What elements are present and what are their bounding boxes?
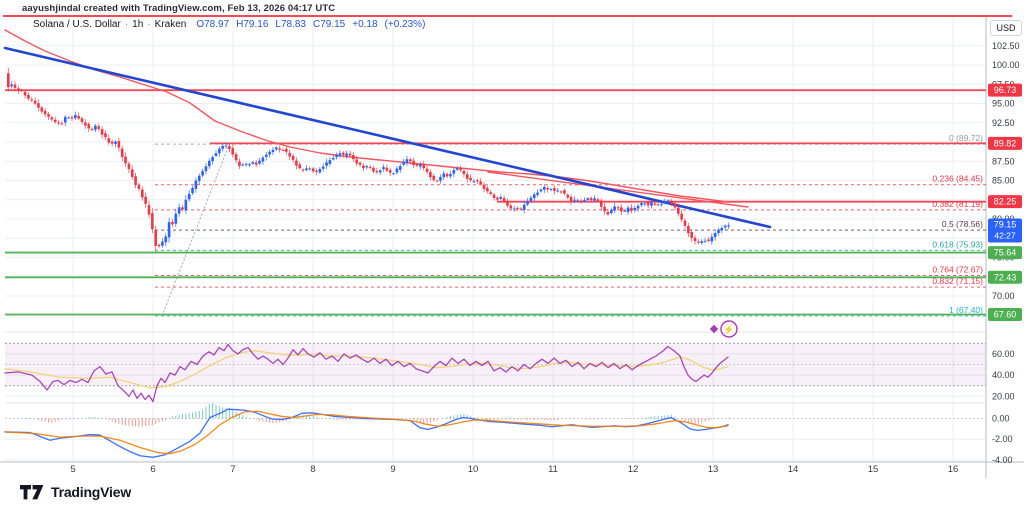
tradingview-logo-text: TradingView bbox=[51, 484, 132, 500]
attribution-text: aayushjindal created with TradingView.co… bbox=[22, 3, 336, 14]
trendlines bbox=[3, 29, 772, 229]
svg-text:0.764 (72.67): 0.764 (72.67) bbox=[932, 264, 983, 274]
symbol-title: Solana / U.S. Dollar bbox=[33, 19, 121, 30]
high-value: H79.16 bbox=[236, 19, 269, 30]
svg-text:85.00: 85.00 bbox=[992, 176, 1015, 186]
exchange-label: Kraken bbox=[154, 19, 187, 30]
svg-text:92.50: 92.50 bbox=[992, 118, 1015, 128]
svg-text:10: 10 bbox=[468, 464, 479, 475]
pane-borders bbox=[0, 16, 1024, 478]
svg-text:11: 11 bbox=[548, 464, 558, 475]
svg-text:12: 12 bbox=[628, 464, 639, 475]
svg-text:⚡: ⚡ bbox=[723, 324, 734, 336]
ohlc-values: O78.97 H79.16 L78.83 C79.15 +0.18 (+0.23%) bbox=[196, 19, 432, 30]
time-axis: 5 6 7 8 9 10 11 12 13 14 15 16 bbox=[70, 464, 958, 475]
support-resistance-lines bbox=[3, 15, 1012, 316]
svg-text:75.64: 75.64 bbox=[994, 248, 1017, 258]
svg-text:-4.00: -4.00 bbox=[992, 455, 1013, 465]
svg-text:89.82: 89.82 bbox=[994, 138, 1017, 148]
svg-text:102.50: 102.50 bbox=[992, 41, 1020, 51]
svg-text:0 (89.72): 0 (89.72) bbox=[949, 133, 983, 143]
low-value: L78.83 bbox=[275, 19, 306, 30]
rsi-indicator bbox=[4, 343, 729, 403]
svg-text:0.5 (78.56): 0.5 (78.56) bbox=[942, 219, 983, 229]
currency-toggle: USD bbox=[990, 20, 1022, 36]
svg-text:0.00: 0.00 bbox=[992, 414, 1010, 424]
svg-text:-2.00: -2.00 bbox=[992, 434, 1013, 444]
open-value: O78.97 bbox=[196, 19, 230, 30]
svg-text:79.15: 79.15 bbox=[994, 220, 1017, 230]
svg-text:16: 16 bbox=[948, 464, 959, 475]
svg-text:1 (67.40): 1 (67.40) bbox=[949, 305, 983, 315]
svg-text:82.25: 82.25 bbox=[994, 197, 1017, 207]
svg-text:0.236 (84.45): 0.236 (84.45) bbox=[932, 174, 983, 184]
svg-text:42:27: 42:27 bbox=[994, 231, 1016, 241]
svg-text:95.00: 95.00 bbox=[992, 99, 1015, 109]
candlestick-series bbox=[7, 67, 730, 252]
svg-text:0.832 (71.15): 0.832 (71.15) bbox=[932, 276, 983, 286]
svg-text:96.73: 96.73 bbox=[994, 85, 1017, 95]
svg-text:60.00: 60.00 bbox=[992, 349, 1015, 359]
svg-text:5: 5 bbox=[70, 464, 75, 475]
svg-text:7: 7 bbox=[230, 464, 235, 475]
svg-text:0.382 (81.19): 0.382 (81.19) bbox=[932, 199, 983, 209]
svg-text:40.00: 40.00 bbox=[992, 370, 1015, 380]
change-pct-value: (+0.23%) bbox=[384, 19, 426, 30]
svg-text:13: 13 bbox=[708, 464, 719, 475]
tradingview-logo-icon bbox=[20, 484, 44, 499]
chart-legend: Solana / U.S. Dollar · 1h · Kraken O78.97 H79.… bbox=[33, 19, 432, 30]
svg-text:70.00: 70.00 bbox=[992, 291, 1015, 301]
svg-text:6: 6 bbox=[150, 464, 155, 475]
svg-text:0.618 (75.93): 0.618 (75.93) bbox=[932, 239, 983, 249]
svg-text:20.00: 20.00 bbox=[992, 391, 1015, 401]
legend-separator: · bbox=[147, 19, 151, 30]
legend-separator: · bbox=[124, 19, 129, 30]
svg-text:67.60: 67.60 bbox=[994, 309, 1017, 319]
svg-text:8: 8 bbox=[310, 464, 315, 475]
tradingview-logo: TradingView bbox=[20, 484, 131, 500]
svg-text:72.43: 72.43 bbox=[994, 272, 1017, 282]
svg-text:9: 9 bbox=[390, 464, 395, 475]
flash-marker-icon: ⚡ bbox=[709, 320, 738, 338]
close-value: C79.15 bbox=[312, 19, 346, 30]
change-value: +0.18 bbox=[352, 19, 378, 30]
fibonacci-levels: 0 (89.72) 0.236 (84.45) 0.382 (81.19) 0.5 (… bbox=[155, 133, 986, 317]
svg-text:100.00: 100.00 bbox=[992, 60, 1020, 70]
macd-indicator bbox=[4, 403, 986, 458]
svg-text:14: 14 bbox=[788, 464, 799, 475]
svg-text:87.50: 87.50 bbox=[992, 156, 1015, 166]
svg-text:15: 15 bbox=[868, 464, 879, 475]
interval-label: 1h bbox=[132, 19, 144, 30]
